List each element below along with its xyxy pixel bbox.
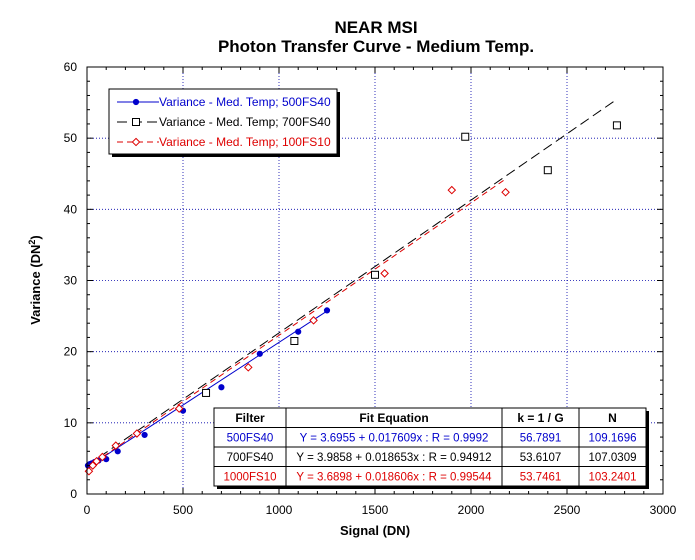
legend-entry: Variance - Med. Temp; 700FS40	[159, 115, 331, 129]
data-point	[174, 404, 184, 413]
chart-title: NEAR MSI	[334, 18, 417, 37]
data-point	[256, 350, 263, 357]
data-point	[132, 429, 142, 438]
table-cell: 56.7891	[520, 433, 562, 445]
x-tick-label: 500	[173, 503, 193, 517]
table-header: k = 1 / G	[517, 411, 563, 425]
data-point	[132, 118, 140, 126]
data-point	[88, 461, 98, 470]
table-cell: Y = 3.6898 + 0.018606x : R = 0.99544	[296, 472, 492, 484]
table-header: Fit Equation	[359, 411, 428, 425]
y-tick-label: 50	[64, 131, 78, 145]
data-point	[218, 384, 225, 391]
table-cell: 500FS40	[227, 433, 274, 445]
x-tick-label: 2000	[458, 503, 485, 517]
data-point	[501, 187, 510, 197]
fit-line	[86, 178, 506, 469]
data-point	[612, 121, 621, 130]
data-point	[84, 466, 94, 476]
data-point	[371, 270, 379, 279]
data-point	[111, 441, 121, 450]
legend-entry: Variance - Med. Temp; 100FS10	[159, 135, 331, 149]
y-axis-label: Variance (DN2)	[27, 235, 43, 325]
y-tick-labels: 0 10 20 30 40 50 60	[64, 60, 78, 501]
data-point	[92, 456, 101, 466]
data-point	[323, 307, 331, 314]
x-tick-label: 3000	[650, 503, 677, 517]
table-cell: 53.7461	[520, 472, 562, 484]
x-tick-label: 1500	[362, 503, 389, 517]
y-tick-label: 60	[64, 60, 78, 74]
y-tick-label: 0	[70, 487, 77, 501]
data-point	[380, 269, 389, 278]
legend: Variance - Med. Temp; 500FS40 Variance - …	[108, 88, 340, 157]
data-point	[202, 388, 211, 397]
data-point	[309, 316, 318, 325]
table-cell: Y = 3.6955 + 0.017609x : R = 0.9992	[300, 433, 489, 445]
data-point	[295, 328, 302, 335]
x-tick-labels: 0 500 1000 1500 2000 2500 3000	[84, 503, 677, 517]
table-cell: 1000FS10	[223, 472, 276, 484]
fit-line	[86, 100, 616, 467]
table-cell: 103.2401	[589, 472, 637, 484]
legend-entry: Variance - Med. Temp; 500FS40	[159, 95, 331, 109]
chart-subtitle: Photon Transfer Curve - Medium Temp.	[218, 37, 534, 56]
table-cell: 107.0309	[589, 452, 637, 464]
table-cell: Y = 3.9858 + 0.018653x : R = 0.94912	[296, 452, 491, 464]
y-tick-label: 20	[64, 345, 78, 359]
data-point	[131, 137, 141, 147]
data-point	[290, 336, 299, 345]
y-axis-label-end: )	[28, 235, 43, 239]
x-tick-label: 0	[84, 503, 91, 517]
table-cell: 53.6107	[520, 452, 562, 464]
y-tick-label: 40	[64, 202, 78, 216]
x-axis-label: Signal (DN)	[340, 523, 410, 538]
data-point	[447, 185, 457, 195]
fit-table: Filter Fit Equation k = 1 / G N 500FS40 Y = 3…	[213, 407, 649, 489]
data-point	[543, 166, 552, 175]
x-tick-label: 1000	[266, 503, 293, 517]
axis-ticks	[86, 66, 664, 495]
y-tick-label: 10	[64, 416, 78, 430]
table-cell: 700FS40	[227, 452, 274, 464]
y-axis-label-sup: 2	[27, 240, 37, 245]
data-point	[132, 98, 140, 106]
table-header: Filter	[235, 411, 265, 425]
data-point	[98, 452, 107, 462]
data-point	[243, 363, 253, 372]
y-tick-label: 30	[64, 274, 78, 288]
data-point	[461, 132, 470, 141]
data-point	[141, 431, 148, 439]
y-axis-label-main: Variance (DN	[28, 245, 43, 325]
data-point	[114, 448, 121, 455]
table-cell: 109.1696	[589, 433, 637, 445]
table-header: N	[608, 411, 617, 425]
x-tick-label: 2500	[554, 503, 581, 517]
